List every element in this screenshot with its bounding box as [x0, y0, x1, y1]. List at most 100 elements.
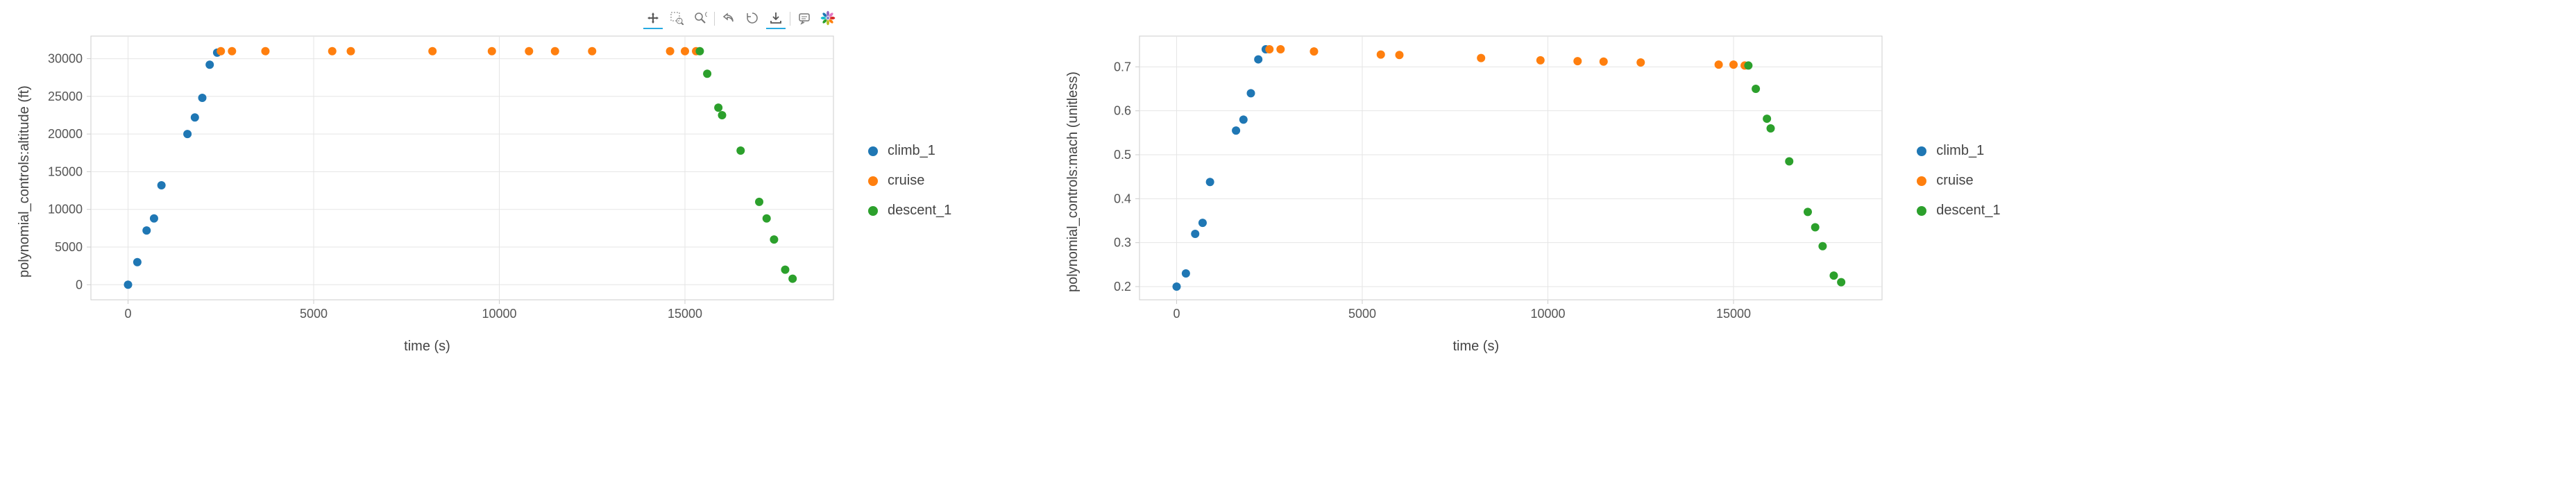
marker-descent_1	[1811, 223, 1820, 232]
legend-item-climb_1[interactable]: climb_1	[868, 143, 951, 159]
marker-descent_1	[1745, 61, 1753, 69]
marker-climb_1	[133, 258, 142, 266]
marker-cruise	[1377, 51, 1385, 59]
legend-label: cruise	[888, 173, 924, 189]
pan-icon[interactable]	[643, 8, 663, 29]
marker-cruise	[1574, 57, 1582, 65]
marker-cruise	[428, 47, 437, 56]
marker-descent_1	[695, 47, 704, 56]
marker-climb_1	[1198, 219, 1207, 227]
marker-climb_1	[1239, 115, 1248, 124]
legend-label: climb_1	[1936, 143, 1984, 159]
legend-item-descent_1[interactable]: descent_1	[1917, 203, 2000, 219]
svg-text:10000: 10000	[1531, 307, 1566, 321]
marker-descent_1	[1767, 124, 1775, 133]
legend-label: cruise	[1936, 173, 1973, 189]
save-icon[interactable]	[766, 8, 786, 29]
marker-cruise	[666, 47, 675, 56]
scatter-chart-altitude: 0500010000150000500010000150002000025000…	[35, 29, 840, 334]
marker-cruise	[1637, 58, 1645, 67]
marker-climb_1	[183, 130, 192, 138]
hover-icon[interactable]	[795, 8, 814, 29]
legend-item-cruise[interactable]: cruise	[868, 173, 951, 189]
marker-climb_1	[124, 280, 133, 289]
marker-cruise	[1729, 60, 1738, 69]
legend-swatch-icon	[868, 206, 878, 216]
legend: climb_1cruise descent_1	[840, 143, 951, 219]
marker-cruise	[228, 47, 236, 56]
scatter-chart-mach: 0500010000150000.20.30.40.50.60.7	[1084, 29, 1889, 334]
marker-descent_1	[788, 275, 797, 283]
marker-climb_1	[1192, 230, 1200, 238]
marker-climb_1	[1232, 126, 1240, 135]
svg-text:0.2: 0.2	[1114, 280, 1131, 294]
legend-item-climb_1[interactable]: climb_1	[1917, 143, 2000, 159]
svg-text:5000: 5000	[1348, 307, 1376, 321]
marker-climb_1	[158, 181, 166, 189]
legend-swatch-icon	[1917, 146, 1926, 156]
marker-climb_1	[191, 113, 199, 121]
marker-descent_1	[1752, 85, 1760, 93]
marker-climb_1	[198, 94, 207, 102]
marker-cruise	[525, 47, 533, 56]
marker-cruise	[1477, 54, 1485, 62]
legend-swatch-icon	[1917, 206, 1926, 216]
plot-area-altitude: polynomial_controls:altitude (ft) 050001…	[14, 29, 840, 334]
legend-item-descent_1[interactable]: descent_1	[868, 203, 951, 219]
marker-descent_1	[1819, 242, 1827, 251]
svg-text:10000: 10000	[48, 203, 83, 217]
undo-icon[interactable]	[719, 8, 738, 29]
marker-descent_1	[1830, 271, 1838, 280]
marker-climb_1	[1206, 178, 1214, 186]
svg-text:0: 0	[76, 278, 83, 291]
marker-descent_1	[718, 111, 727, 119]
marker-descent_1	[736, 146, 745, 155]
marker-cruise	[1396, 51, 1404, 59]
legend-swatch-icon	[868, 146, 878, 156]
toolbar-wrap	[1062, 7, 1889, 29]
legend-swatch-icon	[868, 176, 878, 186]
panel-altitude: 0 polynomial_controls:altitude (ft) 0500…	[14, 7, 951, 355]
svg-text:0.5: 0.5	[1114, 148, 1131, 162]
marker-climb_1	[150, 214, 158, 223]
marker-cruise	[551, 47, 559, 56]
marker-cruise	[1715, 60, 1723, 69]
toolbar-wrap: 0	[14, 7, 840, 29]
svg-text:0.7: 0.7	[1114, 60, 1131, 74]
marker-climb_1	[142, 226, 151, 235]
marker-descent_1	[770, 235, 778, 244]
toolbar-separator	[714, 12, 715, 26]
marker-cruise	[681, 47, 689, 56]
marker-descent_1	[1837, 278, 1845, 287]
legend-label: descent_1	[1936, 203, 2000, 219]
wheel-zoom-icon[interactable]: 0	[690, 8, 710, 29]
marker-descent_1	[781, 266, 789, 274]
marker-descent_1	[763, 214, 771, 223]
svg-text:30000: 30000	[48, 52, 83, 66]
marker-descent_1	[1804, 207, 1812, 216]
marker-descent_1	[755, 198, 763, 206]
bokeh-toolbar: 0	[641, 7, 840, 31]
marker-climb_1	[1254, 56, 1262, 64]
panel-mach: polynomial_controls:mach (unitless) 0 500…	[1062, 7, 2000, 355]
svg-text:0: 0	[1173, 307, 1180, 321]
marker-cruise	[588, 47, 596, 56]
marker-climb_1	[1173, 282, 1181, 291]
legend-item-cruise[interactable]: cruise	[1917, 173, 2000, 189]
chart-block-mach: polynomial_controls:mach (unitless) 0 500…	[1062, 7, 1889, 355]
marker-cruise	[1310, 47, 1319, 56]
marker-cruise	[488, 47, 496, 56]
legend-swatch-icon	[1917, 176, 1926, 186]
svg-text:15000: 15000	[668, 307, 702, 321]
reset-icon[interactable]	[743, 8, 762, 29]
svg-text:5000: 5000	[300, 307, 328, 321]
marker-cruise	[217, 47, 225, 56]
y-axis-label: polynomial_controls:mach (unitless)	[1062, 29, 1084, 334]
box-zoom-icon[interactable]	[667, 8, 686, 29]
marker-cruise	[328, 47, 337, 56]
marker-cruise	[261, 47, 269, 56]
marker-climb_1	[1247, 89, 1255, 97]
x-axis-label: time (s)	[1452, 334, 1499, 355]
legend-label: climb_1	[888, 143, 935, 159]
svg-text:20000: 20000	[48, 127, 83, 141]
